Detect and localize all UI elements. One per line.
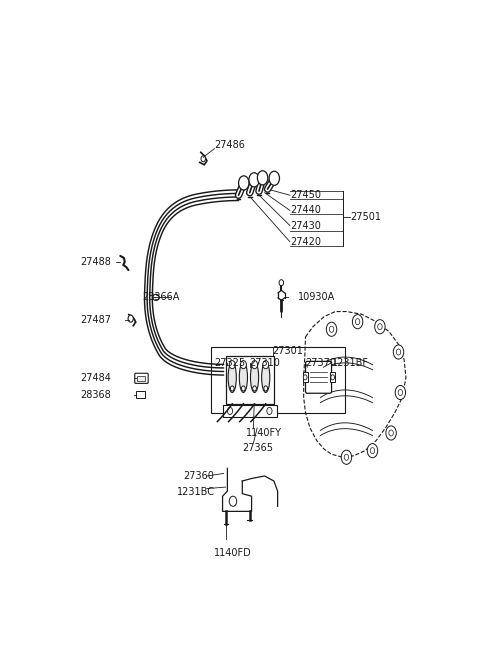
Circle shape bbox=[375, 320, 385, 334]
Text: 1140FY: 1140FY bbox=[246, 428, 282, 438]
Text: 27488: 27488 bbox=[81, 257, 111, 267]
Circle shape bbox=[252, 386, 256, 391]
Bar bbox=[226, 356, 274, 404]
Circle shape bbox=[241, 386, 245, 391]
Bar bbox=[302, 373, 308, 382]
Circle shape bbox=[370, 447, 375, 454]
Circle shape bbox=[229, 496, 237, 507]
Text: 1140FD: 1140FD bbox=[215, 548, 252, 558]
Text: 27310: 27310 bbox=[250, 358, 281, 368]
Circle shape bbox=[269, 171, 279, 185]
Circle shape bbox=[263, 361, 269, 369]
Circle shape bbox=[240, 361, 246, 369]
Text: 27370: 27370 bbox=[305, 358, 336, 368]
Text: 27440: 27440 bbox=[290, 206, 322, 215]
Circle shape bbox=[230, 386, 234, 391]
Bar bbox=[330, 373, 335, 382]
Ellipse shape bbox=[262, 362, 270, 392]
Circle shape bbox=[378, 324, 382, 330]
Text: 27365: 27365 bbox=[242, 443, 273, 453]
FancyBboxPatch shape bbox=[305, 361, 332, 394]
Text: 27501: 27501 bbox=[350, 212, 381, 223]
Circle shape bbox=[393, 345, 404, 359]
Circle shape bbox=[201, 156, 205, 162]
Ellipse shape bbox=[153, 294, 159, 300]
Circle shape bbox=[398, 390, 403, 396]
Bar bbox=[211, 347, 345, 413]
Ellipse shape bbox=[251, 362, 259, 392]
Circle shape bbox=[128, 315, 133, 322]
Text: 28368: 28368 bbox=[81, 390, 111, 399]
FancyBboxPatch shape bbox=[135, 373, 148, 384]
Circle shape bbox=[352, 315, 363, 328]
Circle shape bbox=[229, 361, 235, 369]
Circle shape bbox=[386, 426, 396, 440]
Circle shape bbox=[395, 386, 406, 399]
Bar bbox=[135, 392, 145, 397]
Text: 27430: 27430 bbox=[290, 221, 322, 231]
Circle shape bbox=[344, 454, 348, 461]
Circle shape bbox=[326, 322, 337, 336]
Circle shape bbox=[355, 319, 360, 325]
Circle shape bbox=[329, 327, 334, 332]
Circle shape bbox=[331, 374, 335, 380]
Circle shape bbox=[367, 443, 378, 458]
Circle shape bbox=[303, 374, 307, 380]
Circle shape bbox=[267, 407, 272, 415]
Text: 27360: 27360 bbox=[183, 471, 214, 481]
Bar bbox=[223, 405, 277, 417]
Circle shape bbox=[341, 450, 352, 464]
Circle shape bbox=[228, 407, 233, 415]
Circle shape bbox=[389, 430, 393, 436]
Circle shape bbox=[252, 361, 258, 369]
Text: 27487: 27487 bbox=[81, 315, 111, 325]
Text: 27420: 27420 bbox=[290, 237, 322, 247]
Circle shape bbox=[239, 176, 249, 190]
Bar bbox=[137, 376, 145, 381]
Text: 27325: 27325 bbox=[215, 358, 245, 368]
Text: 1231BC: 1231BC bbox=[177, 487, 215, 497]
Text: 27301: 27301 bbox=[272, 346, 303, 356]
Ellipse shape bbox=[228, 362, 236, 392]
Text: 28366A: 28366A bbox=[142, 292, 179, 302]
Circle shape bbox=[279, 280, 284, 286]
Text: 27450: 27450 bbox=[290, 190, 322, 200]
Text: 27484: 27484 bbox=[81, 373, 111, 383]
Ellipse shape bbox=[240, 362, 248, 392]
Circle shape bbox=[249, 173, 259, 187]
Text: 10930A: 10930A bbox=[298, 292, 336, 302]
Circle shape bbox=[264, 386, 267, 391]
Circle shape bbox=[396, 349, 401, 355]
Circle shape bbox=[257, 171, 268, 185]
Text: 27486: 27486 bbox=[215, 139, 245, 150]
Text: 1231BF: 1231BF bbox=[332, 358, 369, 368]
